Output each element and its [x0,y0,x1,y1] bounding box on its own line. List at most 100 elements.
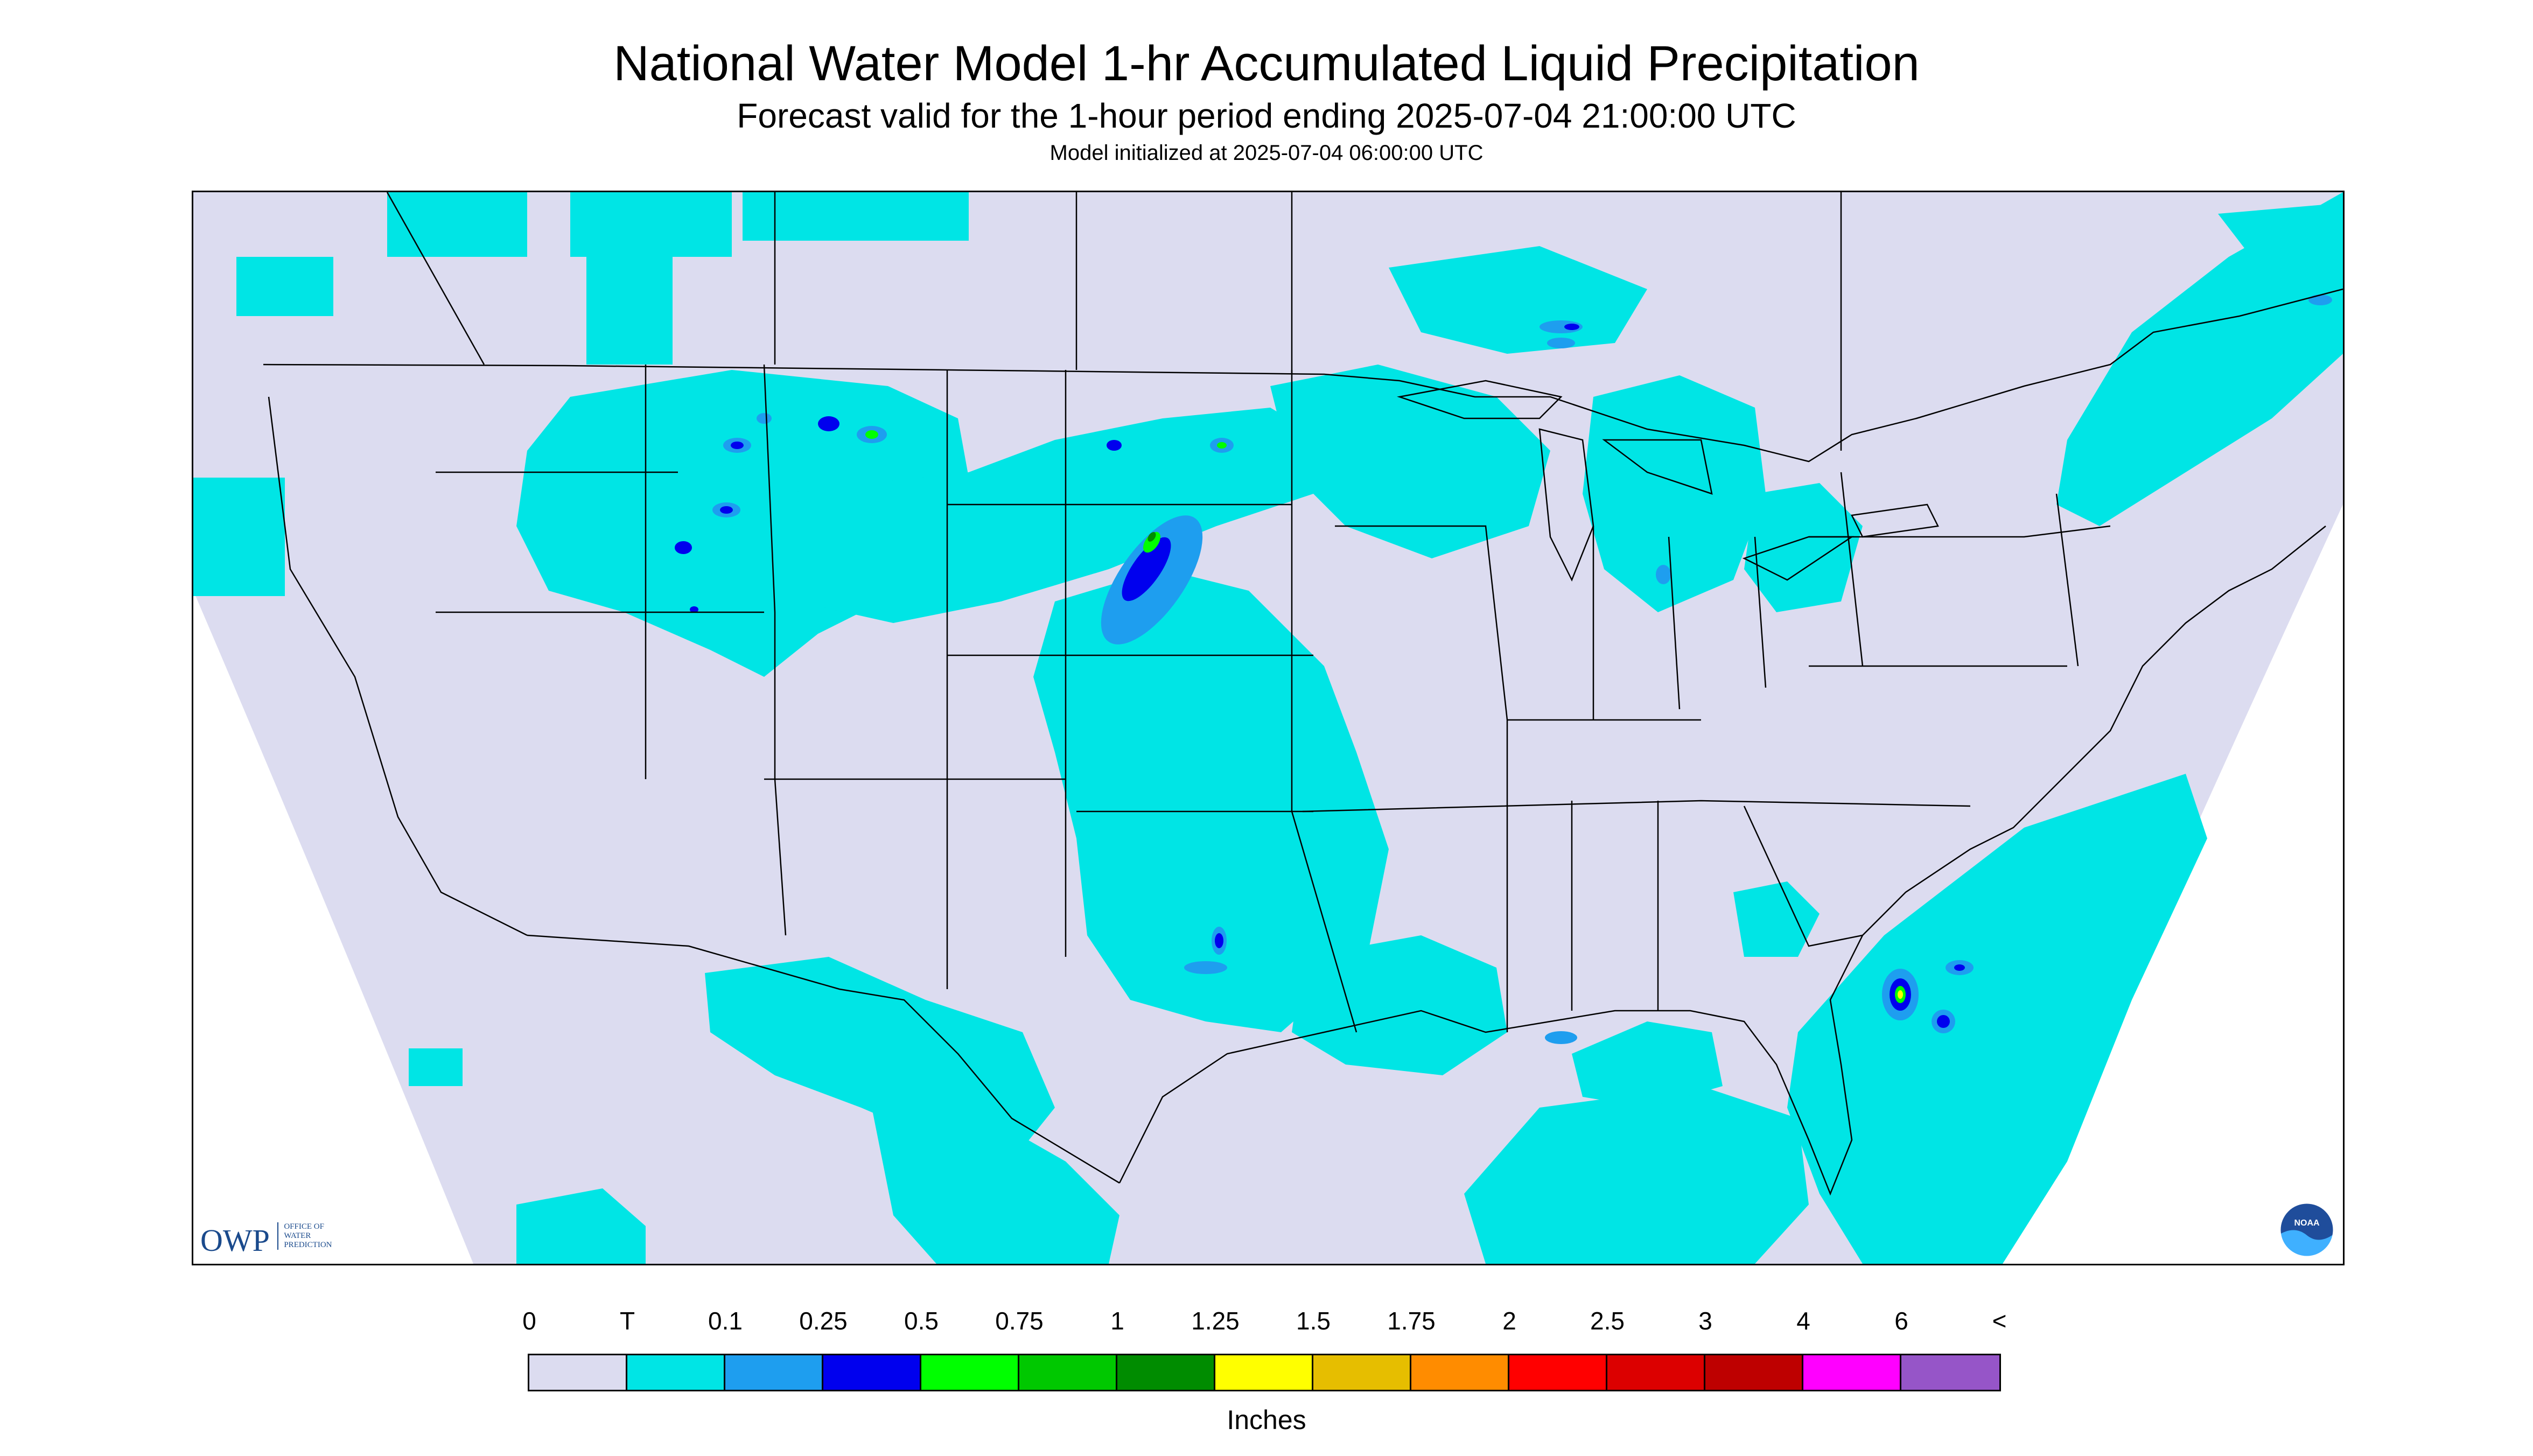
heavy-core [1122,537,1171,601]
owp-subtext-line-2: WATER [284,1231,311,1240]
noaa-logo-text: NOAA [2294,1219,2320,1228]
precip-area [764,408,1324,623]
legend-tick-label: 2 [1502,1307,1516,1335]
precip-area [872,1108,1119,1264]
state-line [2055,493,2079,667]
state-line [1840,472,1864,667]
owp-logo: OWP OFFICE OF WATER PREDICTION [200,1222,332,1260]
precip-area [1733,881,1820,957]
owp-logo-subtext: OFFICE OF WATER PREDICTION [277,1222,332,1250]
legend-swatch [1215,1355,1313,1390]
province-line [386,192,485,365]
precip-area [387,192,527,257]
heavy-core [690,606,698,613]
color-legend: 0 T 0.1 0.25 0.5 0.75 1 1.25 1.5 1.75 2 2.5 3 4 6 < [522,1303,2014,1438]
heavy-core [1656,565,1671,584]
us-canada-border [263,288,2343,463]
precip-area [743,192,969,241]
heavy-core [757,413,772,424]
precip-area [1270,365,1550,558]
legend-tick-label: 0.25 [799,1307,848,1335]
state-line [1302,800,1971,813]
heavy-core [1954,964,1965,971]
great-lake [1851,503,1939,538]
precip-area [1787,774,2207,1264]
pacific-coastline [268,396,528,936]
legend-swatch [1901,1355,1999,1390]
state-line [1809,525,2111,538]
state-line [1743,806,1863,947]
legend-swatch [1607,1355,1705,1390]
great-lake [1602,439,1713,495]
precip-area [516,1188,646,1264]
legend-tick-label: 1.5 [1296,1307,1331,1335]
legend-swatch [1411,1355,1509,1390]
heavy-core [675,541,692,554]
legend-swatch [529,1355,627,1390]
heavy-core [1547,338,1575,348]
precip-area [1744,483,1863,612]
legend-swatch [921,1355,1019,1390]
heavy-core [720,506,733,514]
model-init-line: Model initialized at 2025-07-04 06:00:00… [1049,141,1484,165]
map-title: National Water Model 1-hr Accumulated Li… [613,36,1920,91]
legend-tick-label: 0 [522,1307,536,1335]
state-boundaries [263,192,2343,1196]
precip-area [193,478,285,596]
legend-tick-label: 0.5 [904,1307,939,1335]
legend-swatch [1705,1355,1803,1390]
legend-swatch [1117,1355,1215,1390]
heavy-core [731,442,744,449]
legend-swatch [1803,1355,1901,1390]
heavy-core [1898,990,1903,999]
legend-swatch [1509,1355,1607,1390]
gulf-coastline [1118,526,2326,1196]
state-line [1335,525,1508,1032]
precip-area [1593,1129,1680,1215]
legend-tick-label: 1 [1110,1307,1124,1335]
legend-tick-label: 6 [1894,1307,1908,1335]
owp-subtext-line-3: PREDICTION [284,1241,332,1249]
precip-area [705,957,1055,1161]
precip-area [1583,375,1766,612]
great-lake [1397,380,1563,419]
precip-area [409,1048,463,1086]
legend-tick-label: 3 [1698,1307,1712,1335]
heavy-core [1217,442,1227,449]
state-line [763,364,787,936]
legend-tick-label: 0.1 [708,1307,743,1335]
precip-area [1033,569,1389,1032]
heavy-core [1107,440,1122,451]
heavy-core [865,430,878,439]
state-line [1291,370,1358,1033]
owp-logo-text: OWP [200,1223,270,1258]
heavy-core [1564,324,1579,330]
state-line [1668,536,1681,710]
legend-swatch [627,1355,725,1390]
legend-swatch [1313,1355,1411,1390]
forecast-valid-subtitle: Forecast valid for the 1-hour period end… [737,96,1796,135]
precip-area [1292,935,1507,1075]
heavy-core [1143,531,1160,553]
legend-units: Inches [1227,1405,1306,1435]
legend-swatch [725,1355,823,1390]
heavy-core [818,416,839,431]
legend-tick-label: < [1992,1307,2007,1335]
legend-tick-label: 4 [1796,1307,1810,1335]
precip-area [236,257,333,316]
legend-tick-label: 1.25 [1191,1307,1240,1335]
map-canvas [193,192,2343,1264]
great-lake [1742,536,1855,581]
precipitation-map [192,191,2345,1265]
legend-swatch [1019,1355,1117,1390]
heavy-core [1937,1015,1950,1028]
legend-tick-label: T [619,1307,635,1335]
legend-tick-label: 0.75 [995,1307,1044,1335]
legend-tick-label: 2.5 [1590,1307,1625,1335]
state-line [1754,536,1767,688]
great-lake [1538,428,1594,582]
legend-colorbar [528,1354,2001,1391]
heavy-core [2308,295,2332,305]
us-mexico-border [527,934,1120,1184]
owp-subtext-line-1: OFFICE OF [284,1222,324,1231]
